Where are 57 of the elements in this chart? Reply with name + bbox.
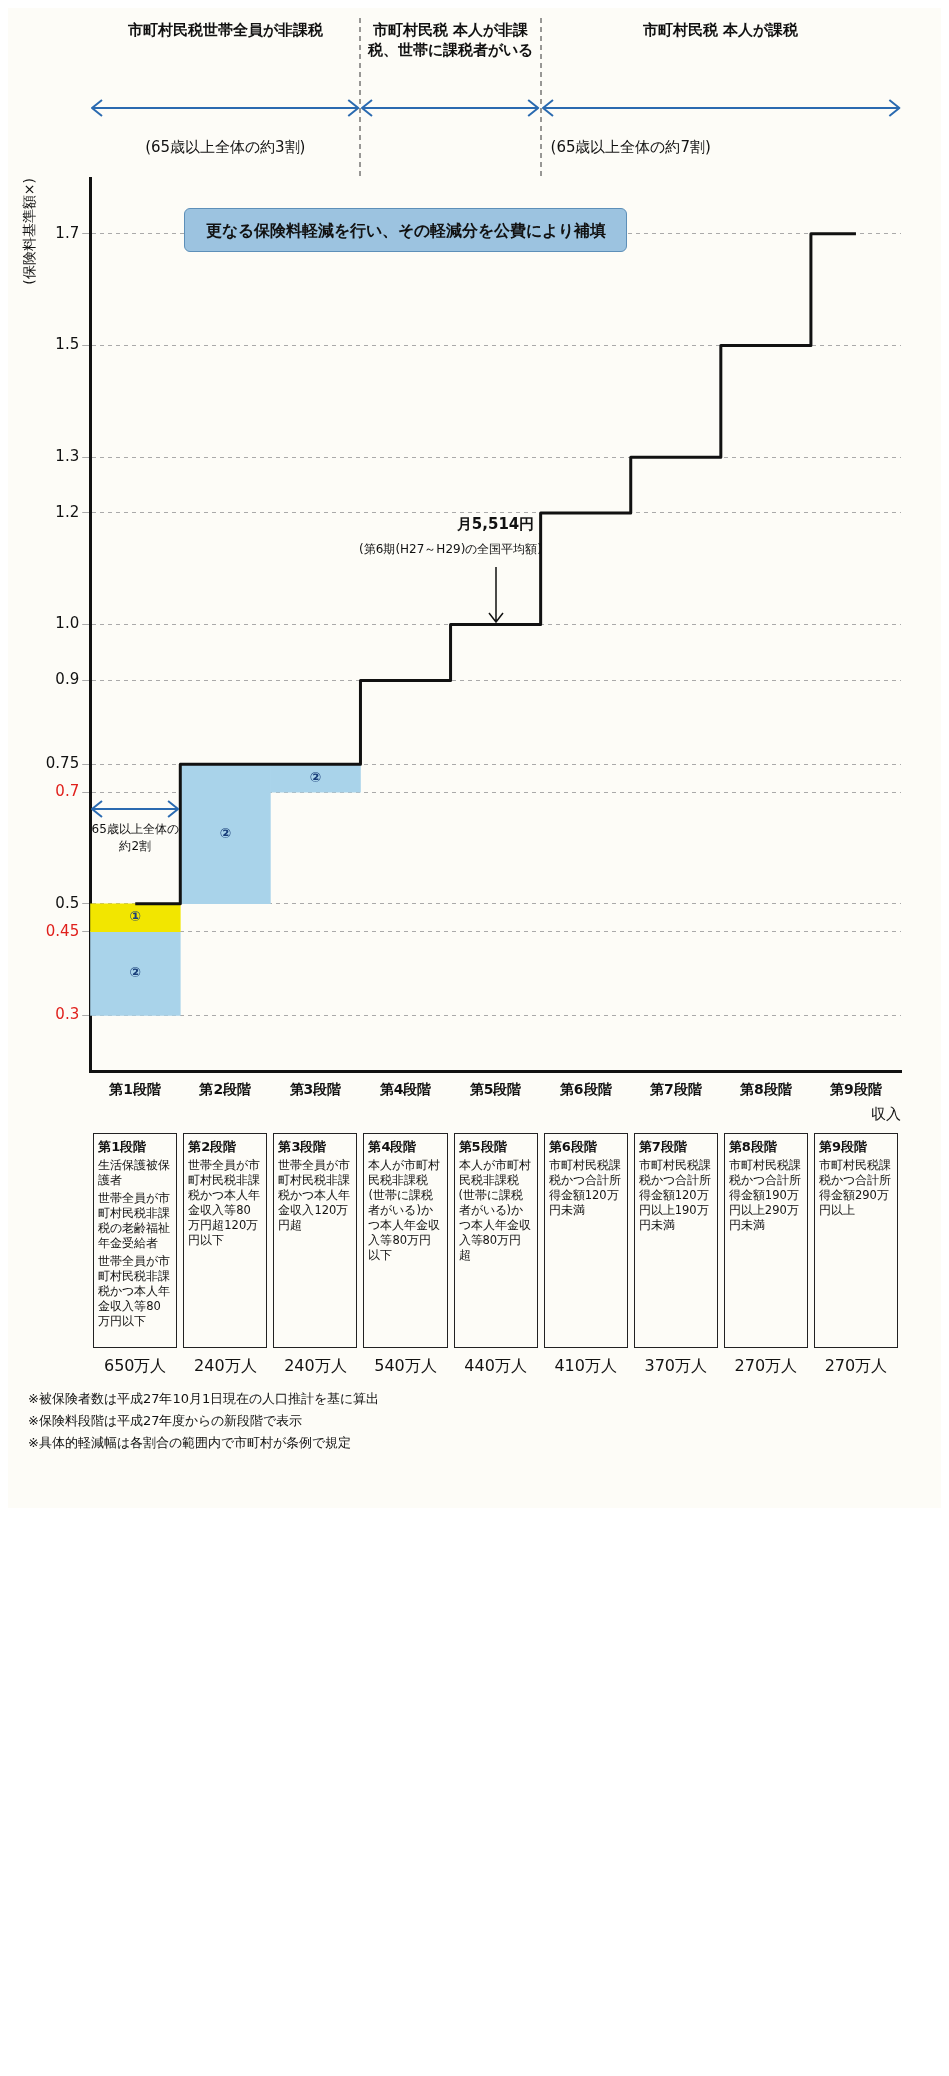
text-card: 第7段階 市町村民税課税かつ合計所得金額120万円以上190万円未満: [633, 1133, 718, 1349]
text: ※具体的軽減幅は各割合の範囲内で市町村が条例で規定: [28, 1434, 351, 1453]
text-card: 第8段階 市町村民税課税かつ合計所得金額190万円以上290万円未満: [723, 1133, 808, 1349]
text: ※被保険者数は平成27年10月1日現在の人口推計を基に算出: [28, 1390, 380, 1409]
y-tick-label: 1.3: [55, 447, 80, 466]
y-tick-label: 1.2: [55, 502, 80, 521]
bar: [90, 903, 181, 932]
x-tick-label: 第5段階: [468, 1081, 523, 1098]
text: 市町村民税 本人が非課税、世帯に課税者がいる: [366, 20, 535, 60]
text: 240万人: [193, 1356, 258, 1378]
x-tick-label: 第9段階: [829, 1081, 883, 1098]
y-tick-label: 0.45: [45, 921, 80, 940]
y-tick-label: 1.7: [55, 223, 80, 242]
x-tick-label: 第1段階: [108, 1081, 163, 1098]
y-tick-label: 1.5: [55, 335, 80, 354]
y-tick-label: 0.7: [55, 781, 80, 800]
text: 540万人: [373, 1356, 438, 1378]
annotation: 月5,514円: [455, 514, 536, 534]
y-tick-label: 0.3: [55, 1005, 80, 1024]
series-label: ②: [309, 768, 322, 785]
text: (65歳以上全体の約3割): [144, 138, 307, 157]
y-tick-label: 0.9: [55, 670, 80, 689]
text: 270万人: [823, 1356, 889, 1378]
text: 440万人: [463, 1356, 528, 1378]
bar: [90, 931, 181, 1016]
text: ②: [129, 964, 142, 981]
y-tick-label: 0.75: [45, 754, 80, 773]
text: 270万人: [733, 1356, 799, 1378]
x-tick-label: 第4段階: [378, 1081, 433, 1098]
text: 市町村民税 本人が課税: [642, 20, 800, 40]
text: (65歳以上全体の約7割): [549, 138, 712, 157]
text-card: 第6段階 市町村民税課税かつ合計所得金額120万円未満: [543, 1133, 628, 1349]
text: 370万人: [643, 1356, 709, 1378]
x-axis-title: 収入: [871, 1104, 901, 1123]
x-tick-label: 第8段階: [738, 1081, 793, 1098]
annotation: 65歳以上全体の約2割: [90, 820, 180, 855]
text: ※保険料段階は平成27年度からの新段階で表示: [28, 1412, 303, 1431]
text: 410万人: [553, 1356, 618, 1378]
y-tick-label: 0.5: [55, 893, 80, 912]
y-tick-label: 1.0: [55, 614, 80, 633]
series-label: ①: [129, 908, 142, 925]
text-card: 第9段階 市町村民税課税かつ合計所得金額290万円以上: [813, 1133, 898, 1349]
x-tick-label: 第7段階: [648, 1081, 703, 1098]
text-card: 第3段階 世帯全員が市町村民税非課税かつ本人年金収入120万円超: [273, 1133, 358, 1349]
text: 市町村民税世帯全員が非課税: [126, 20, 324, 40]
text: ②: [219, 824, 232, 841]
y-axis-title: (保険料基準額×): [21, 178, 38, 285]
text: 240万人: [283, 1356, 348, 1378]
text-card: 第5段階 本人が市町村民税非課税(世帯に課税者がいる)かつ本人年金収入等80万円超: [453, 1133, 538, 1349]
text-card: 第4段階 本人が市町村民税非課税(世帯に課税者がいる)かつ本人年金収入等80万円以下: [363, 1133, 448, 1349]
text-card: 第2段階 世帯全員が市町村民税非課税かつ本人年金収入等80万円超120万円以下: [183, 1133, 268, 1349]
x-tick-label: 第6段階: [558, 1081, 613, 1098]
x-tick-label: 第2段階: [198, 1081, 253, 1098]
text-card: 第1段階 生活保護被保護者 世帯全員が市町村民税非課税の老齢福祉年金受給者 世帯全員が市町村民税非課税かつ本人年金収入等80万円以下: [93, 1133, 178, 1349]
x-tick-label: 第3段階: [288, 1081, 343, 1098]
callout-box: 更なる保険料軽減を行い、その軽減分を公費により補填: [184, 208, 627, 252]
text: 650万人: [102, 1356, 168, 1378]
